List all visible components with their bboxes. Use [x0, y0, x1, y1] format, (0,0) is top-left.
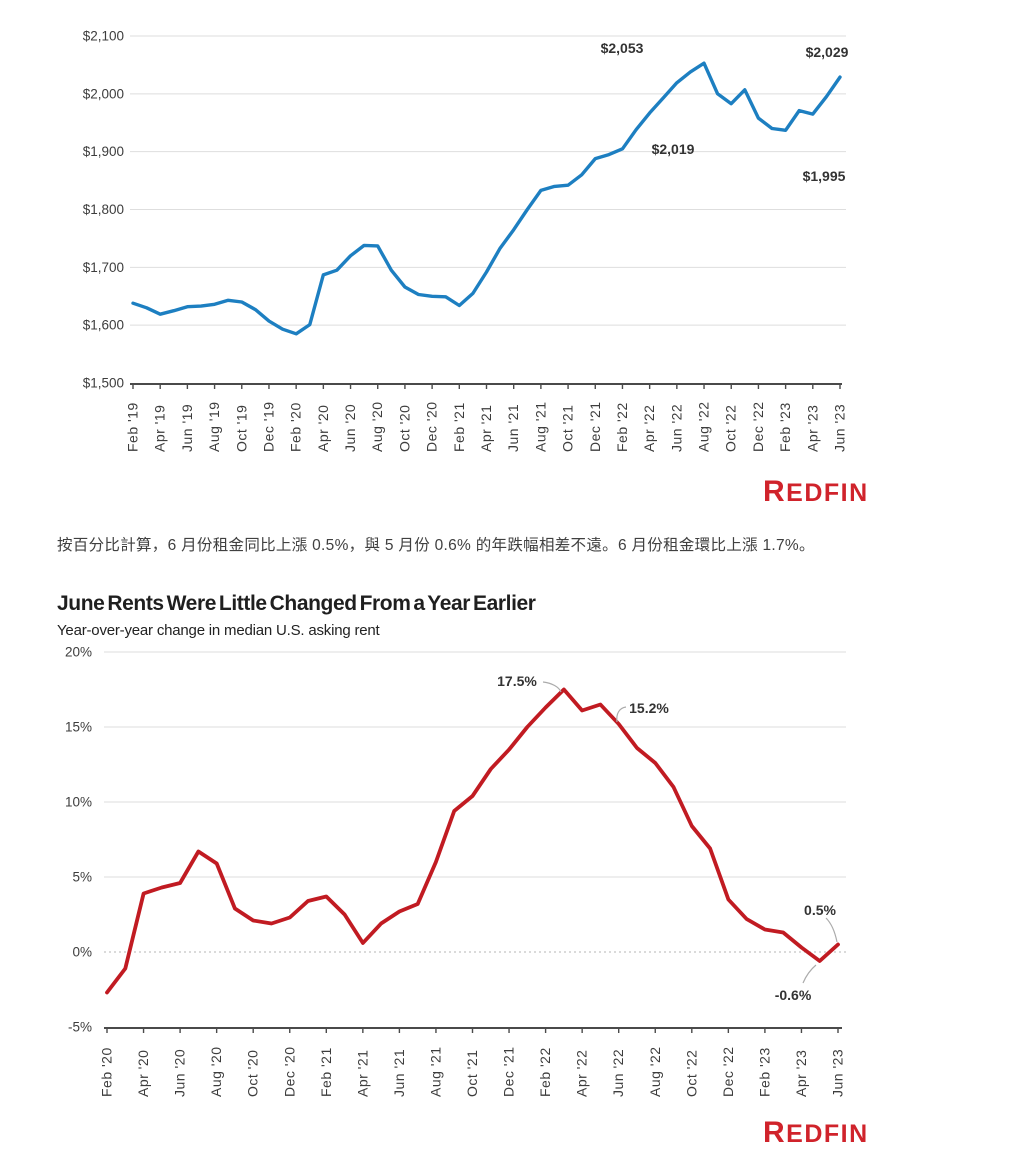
x-tick-label: Apr '21 — [354, 1050, 370, 1097]
x-tick-label: Oct '21 — [464, 1050, 480, 1097]
x-tick-label: Jun '22 — [668, 404, 684, 452]
x-tick-label: Jun '23 — [832, 404, 848, 452]
x-tick-label: Feb '21 — [318, 1047, 334, 1097]
annotation-label: 0.5% — [804, 902, 836, 918]
y-tick-label: 10% — [65, 795, 92, 810]
x-tick-label: Oct '20 — [245, 1050, 261, 1097]
x-tick-label: Feb '22 — [614, 402, 630, 452]
yoy-change-median-us-asking-rent-line — [105, 687, 840, 995]
x-tick-label: Oct '20 — [396, 405, 412, 452]
y-tick-label: $1,900 — [83, 144, 124, 159]
x-tick-label: Aug '20 — [369, 401, 385, 452]
x-tick-label: Apr '22 — [574, 1050, 590, 1097]
chart2-title: June Rents Were Little Changed From a Ye… — [57, 592, 536, 615]
x-tick-label: Aug '21 — [532, 401, 548, 452]
x-tick-label: Dec '20 — [281, 1046, 297, 1097]
chart2-subtitle: Year-over-year change in median U.S. ask… — [57, 622, 380, 639]
redfin-logo: REDFIN — [763, 475, 869, 508]
x-tick-label: Dec '19 — [261, 401, 277, 452]
x-tick-label: Oct '21 — [560, 405, 576, 452]
y-tick-label: $2,100 — [83, 29, 124, 44]
x-tick-label: Aug '21 — [427, 1046, 443, 1097]
x-tick-label: Feb '21 — [451, 402, 467, 452]
y-tick-label: $2,000 — [83, 86, 124, 101]
annotation-label: 15.2% — [629, 700, 669, 716]
y-tick-label: 20% — [65, 645, 92, 660]
x-axis — [130, 383, 842, 389]
annotation-label: $2,019 — [652, 141, 695, 157]
yoy-change-line-chart: 20% 15% 10% 5% 0% -5% Feb '20 Apr '20 Jun '20 Aug… — [65, 645, 846, 1097]
annotation-leader-line — [825, 917, 838, 943]
y-tick-label: $1,600 — [83, 318, 124, 333]
x-tick-label: Apr '23 — [793, 1050, 809, 1097]
x-axis — [104, 1027, 842, 1033]
gridlines — [130, 35, 846, 326]
article-paragraph: 按百分比計算，6 月份租金同比上漲 0.5%，與 5 月份 0.6% 的年跌幅相… — [57, 537, 815, 554]
x-tick-label: Dec '21 — [587, 401, 603, 452]
y-axis-labels: $2,100 $2,000 $1,900 $1,800 $1,700 $1,600 $1,5… — [83, 29, 124, 391]
y-tick-label: -5% — [68, 1020, 92, 1035]
x-tick-label: Feb '20 — [99, 1047, 115, 1097]
x-tick-label: Apr '23 — [804, 405, 820, 452]
annotation-label: $2,053 — [601, 40, 644, 56]
annotation-leader-line — [802, 964, 817, 984]
y-axis-labels: 20% 15% 10% 5% 0% -5% — [65, 645, 92, 1035]
x-tick-label: Jun '22 — [610, 1049, 626, 1097]
x-tick-label: Feb '20 — [288, 402, 304, 452]
x-tick-label: Jun '21 — [505, 404, 521, 452]
median-us-asking-rent-line — [131, 61, 842, 336]
annotation-label: $1,995 — [803, 168, 846, 184]
x-tick-label: Aug '19 — [206, 401, 222, 452]
x-tick-label: Jun '19 — [179, 404, 195, 452]
x-tick-label: Dec '20 — [424, 401, 440, 452]
x-axis-labels: Feb '20 Apr '20 Jun '20 Aug '20 Oct '20 Dec '… — [99, 1046, 846, 1097]
x-tick-label: Feb '22 — [537, 1047, 553, 1097]
redfin-logo: REDFIN — [763, 1116, 869, 1149]
annotation-leader-line — [616, 706, 627, 723]
x-tick-label: Dec '21 — [501, 1046, 517, 1097]
annotation-label: $2,029 — [806, 44, 849, 60]
x-tick-label: Apr '22 — [641, 405, 657, 452]
x-tick-label: Jun '20 — [172, 1049, 188, 1097]
y-tick-label: 15% — [65, 720, 92, 735]
y-tick-label: $1,700 — [83, 260, 124, 275]
annotation-leader-line — [542, 681, 562, 693]
x-tick-label: Jun '21 — [391, 1049, 407, 1097]
x-tick-label: Feb '19 — [125, 402, 141, 452]
annotation-label: 17.5% — [497, 673, 537, 689]
x-tick-label: Aug '20 — [208, 1046, 224, 1097]
annotations: 17.5% 15.2% 0.5% -0.6% — [497, 673, 838, 1003]
x-tick-label: Dec '22 — [720, 1046, 736, 1097]
x-tick-label: Oct '22 — [723, 405, 739, 452]
y-tick-label: $1,800 — [83, 202, 124, 217]
y-tick-label: 5% — [72, 870, 92, 885]
y-tick-label: $1,500 — [83, 376, 124, 391]
x-tick-label: Dec '22 — [750, 401, 766, 452]
x-tick-label: Oct '22 — [683, 1050, 699, 1097]
annotations: $2,053 $2,029 $2,019 $1,995 — [601, 40, 849, 184]
x-tick-label: Feb '23 — [756, 1047, 772, 1097]
x-tick-label: Aug '22 — [696, 401, 712, 452]
x-axis-labels: Feb '19 Apr '19 Jun '19 Aug '19 Oct '19 Dec '… — [125, 401, 848, 452]
x-tick-label: Aug '22 — [647, 1046, 663, 1097]
x-tick-label: Jun '20 — [342, 404, 358, 452]
x-tick-label: Feb '23 — [777, 402, 793, 452]
x-tick-label: Jun '23 — [830, 1049, 846, 1097]
x-tick-label: Apr '20 — [135, 1050, 151, 1097]
y-tick-label: 0% — [72, 945, 92, 960]
x-tick-label: Oct '19 — [233, 405, 249, 452]
x-tick-label: Apr '20 — [315, 405, 331, 452]
x-tick-label: Apr '21 — [478, 405, 494, 452]
annotation-label: -0.6% — [775, 987, 812, 1003]
asking-rent-line-chart: $2,100 $2,000 $1,900 $1,800 $1,700 $1,600 $1,5… — [83, 29, 849, 453]
x-tick-label: Apr '19 — [152, 405, 168, 452]
